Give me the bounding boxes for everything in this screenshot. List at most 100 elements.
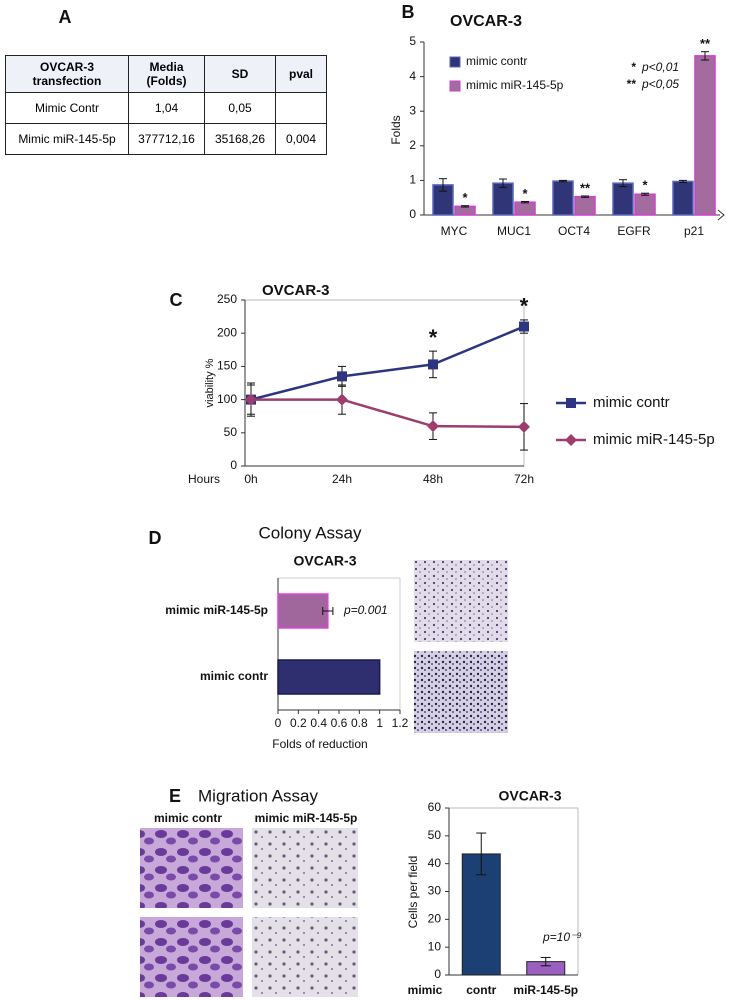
header-cell: Media (Folds) bbox=[128, 55, 205, 93]
y-tick-label: mimic contr bbox=[200, 669, 268, 683]
bar bbox=[574, 195, 596, 216]
photo-column-label: mimic contr bbox=[154, 811, 222, 825]
table-header: OVCAR-3 transfection Media (Folds) SD pv… bbox=[5, 55, 327, 93]
bar bbox=[277, 659, 381, 695]
x-tick-label: OCT4 bbox=[558, 224, 590, 238]
y-tick-label: 3 bbox=[409, 103, 416, 117]
annotation: p=0.001 bbox=[343, 603, 388, 617]
y-tick-label: 0 bbox=[434, 967, 441, 981]
results-table: OVCAR-3 transfection Media (Folds) SD pv… bbox=[5, 55, 327, 155]
legend-label: mimic contr bbox=[593, 394, 670, 411]
bar bbox=[634, 193, 656, 216]
table-row: Mimic miR-145-5p 377712,16 35168,26 0,004 bbox=[5, 123, 327, 155]
cell bbox=[275, 92, 327, 124]
significance-label: * bbox=[462, 190, 468, 205]
x-tick-label: 0.8 bbox=[351, 716, 368, 730]
y-tick-label: 100 bbox=[217, 392, 237, 406]
bar bbox=[492, 182, 514, 216]
y-tick-label: 250 bbox=[217, 292, 237, 306]
point bbox=[427, 420, 439, 433]
bar bbox=[694, 55, 716, 216]
x-tick-label: 0.2 bbox=[290, 716, 307, 730]
x-tick-label: EGFR bbox=[617, 224, 651, 238]
photo-column-label: mimic miR-145-5p bbox=[255, 811, 358, 825]
legend-swatch bbox=[449, 80, 461, 92]
migration-photo bbox=[252, 828, 358, 908]
cell: Mimic Contr bbox=[5, 92, 129, 124]
header-cell: OVCAR-3 transfection bbox=[5, 55, 129, 93]
x-tick-label: 0.4 bbox=[310, 716, 327, 730]
series-line bbox=[251, 398, 525, 429]
y-tick-label: 150 bbox=[217, 359, 237, 373]
point bbox=[428, 359, 438, 370]
migration-photo bbox=[140, 917, 243, 997]
legend-label: mimic contr bbox=[466, 54, 527, 68]
x-tick-label: 0.6 bbox=[331, 716, 348, 730]
point bbox=[337, 371, 347, 382]
colony-photo bbox=[414, 651, 508, 733]
y-tick-label: 2 bbox=[409, 138, 416, 152]
cell: 35168,26 bbox=[204, 123, 276, 155]
chart-title: OVCAR-3 bbox=[293, 553, 356, 569]
y-tick-label: 0 bbox=[409, 207, 416, 221]
migration-photo bbox=[140, 828, 243, 908]
panel-label: D bbox=[149, 528, 162, 548]
y-axis-label: viability % bbox=[204, 358, 216, 407]
point bbox=[519, 321, 529, 332]
panel-label: E bbox=[169, 786, 181, 806]
legend-marker bbox=[565, 434, 577, 446]
y-tick-label: 1 bbox=[409, 173, 416, 187]
point bbox=[245, 393, 257, 406]
cell: 1,04 bbox=[128, 92, 205, 124]
x-tick-label: 0 bbox=[275, 716, 282, 730]
x-tick-label: contr bbox=[466, 983, 496, 997]
bar bbox=[672, 180, 694, 216]
significance-label: ** bbox=[700, 36, 711, 51]
cell: 377712,16 bbox=[128, 123, 205, 155]
series-line bbox=[250, 325, 525, 401]
note-text: p<0,05 bbox=[641, 77, 679, 91]
bar bbox=[514, 201, 536, 216]
x-tick-label: 24h bbox=[332, 472, 352, 486]
y-tick-label: 20 bbox=[428, 912, 442, 926]
y-tick-label: mimic miR-145-5p bbox=[165, 603, 268, 617]
y-tick-label: 60 bbox=[428, 800, 442, 814]
x-tick-label: 72h bbox=[514, 472, 534, 486]
section-title: Colony Assay bbox=[259, 523, 362, 542]
point bbox=[518, 420, 530, 433]
y-tick-label: 10 bbox=[428, 939, 442, 953]
legend-label: mimic miR-145-5p bbox=[466, 78, 564, 92]
x-tick-label: 1 bbox=[376, 716, 383, 730]
x-tick-label: MYC bbox=[441, 224, 468, 238]
legend-marker bbox=[566, 398, 576, 408]
x-axis-label: mimic bbox=[408, 983, 443, 997]
y-tick-label: 50 bbox=[428, 828, 442, 842]
x-tick-label: 0h bbox=[244, 472, 257, 486]
bar bbox=[277, 593, 329, 629]
x-axis-label: Hours bbox=[188, 472, 220, 486]
x-tick-label: 48h bbox=[423, 472, 443, 486]
header-cell: SD bbox=[204, 55, 276, 93]
table-row: Mimic Contr 1,04 0,05 bbox=[5, 92, 327, 124]
x-tick-label: miR-145-5p bbox=[513, 983, 578, 997]
significance-label: * bbox=[429, 325, 438, 350]
cell: 0,004 bbox=[275, 123, 327, 155]
annotation: p=10⁻⁹ bbox=[542, 930, 582, 944]
significance-label: * bbox=[642, 178, 648, 193]
significance-label: ** bbox=[580, 180, 591, 195]
y-tick-label: 40 bbox=[428, 856, 442, 870]
colony-photo bbox=[414, 560, 508, 642]
x-tick-label: MUC1 bbox=[497, 224, 531, 238]
y-tick-label: 200 bbox=[217, 325, 237, 339]
legend-swatch bbox=[449, 56, 461, 68]
y-tick-label: 0 bbox=[230, 458, 237, 472]
y-axis-label: Cells per field bbox=[406, 856, 420, 929]
x-axis-label: Folds of reduction bbox=[272, 737, 367, 751]
chart-title: OVCAR-3 bbox=[450, 13, 522, 30]
bar bbox=[552, 180, 574, 216]
y-axis-label: Folds bbox=[389, 115, 403, 144]
header-cell: pval bbox=[275, 55, 327, 93]
panel-label: A bbox=[59, 7, 72, 27]
